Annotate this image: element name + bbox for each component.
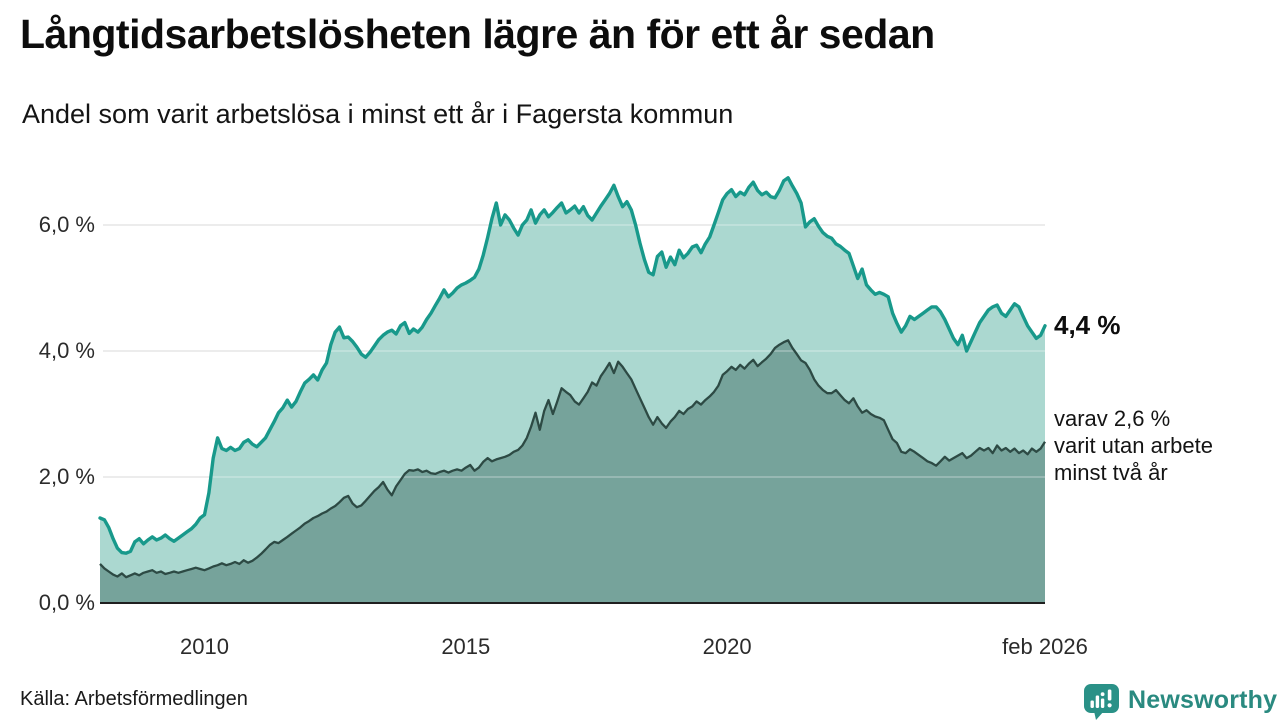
y-axis-tick-2: 2,0 % [38,464,95,489]
page-title: Långtidsarbetslösheten lägre än för ett … [20,11,935,57]
series-2yr-annotation-line-3: minst två år [1054,460,1168,485]
series-2yr-annotation-line-1: varav 2,6 % [1054,406,1171,431]
y-axis-tick-0: 0,0 % [38,590,95,615]
x-axis-tick-2015: 2015 [441,634,491,659]
series-2yr-annotation-line-2: varit utan arbete [1054,433,1213,458]
page-subtitle: Andel som varit arbetslösa i minst ett å… [22,99,734,129]
x-axis-tick-feb-2026: feb 2026 [1002,634,1088,659]
series-2yr-annotation: varav 2,6 % varit utan arbete minst två … [1054,405,1213,486]
y-axis-tick-4: 4,0 % [38,338,95,363]
source-note: Källa: Arbetsförmedlingen [20,688,248,710]
x-axis-tick-2010: 2010 [180,634,229,659]
series-1yr-line [98,176,1047,555]
x-axis-tick-2020: 2020 [702,634,752,659]
series-2yr-area [100,340,1045,603]
series-1yr-end-value-label: 4,4 % [1054,310,1121,340]
series-2yr-line [99,339,1046,579]
newsworthy-wordmark: Newsworthy [1128,686,1278,714]
newsworthy-logo[interactable]: Newsworthy [1083,683,1277,720]
bar-chart-speech-bubble-icon [1083,683,1121,720]
y-axis-tick-6: 6,0 % [38,212,95,237]
